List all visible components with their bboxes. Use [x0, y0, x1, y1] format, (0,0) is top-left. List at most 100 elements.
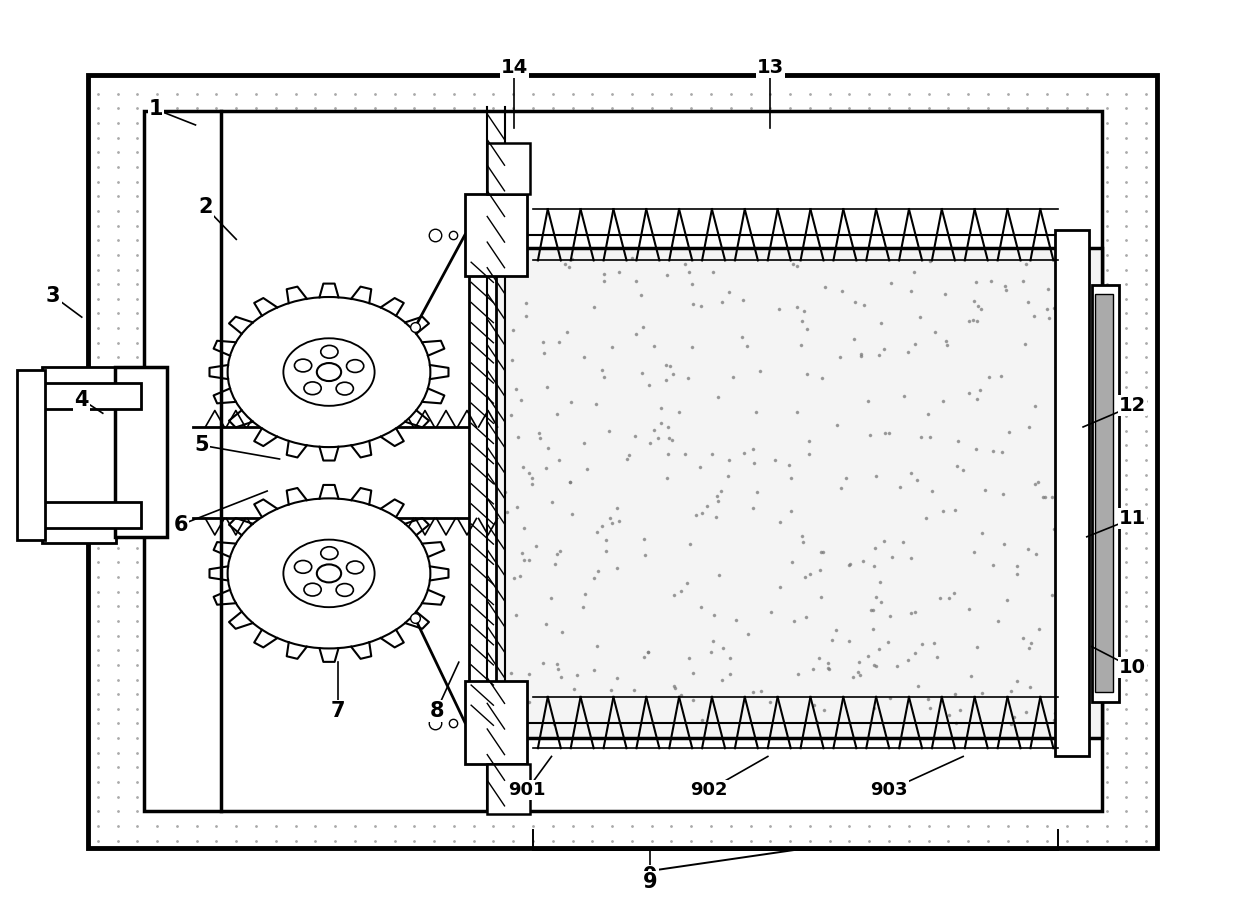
Point	[712, 295, 732, 309]
Point	[530, 431, 550, 445]
Point	[881, 275, 901, 290]
Point	[809, 651, 829, 666]
Point	[1053, 451, 1073, 465]
Point	[1030, 622, 1049, 637]
Point	[1001, 717, 1021, 732]
Point	[577, 462, 597, 476]
Point	[701, 447, 721, 462]
Point	[733, 292, 753, 307]
Point	[652, 416, 672, 431]
Point	[510, 393, 530, 408]
Point	[584, 299, 603, 314]
Point	[686, 508, 706, 522]
Point	[973, 526, 992, 541]
Point	[1043, 521, 1063, 536]
Point	[711, 483, 731, 498]
Text: 7: 7	[331, 700, 344, 721]
Point	[844, 332, 864, 347]
Point	[1062, 355, 1082, 370]
Point	[664, 588, 684, 602]
Point	[598, 424, 618, 439]
Point	[983, 443, 1002, 458]
Point	[1025, 399, 1044, 414]
Point	[997, 593, 1017, 608]
Point	[681, 340, 701, 354]
Point	[679, 264, 699, 279]
Text: 903: 903	[870, 781, 908, 800]
Point	[698, 498, 717, 513]
Point	[873, 341, 893, 356]
Point	[506, 381, 525, 396]
Circle shape	[228, 297, 430, 447]
Point	[851, 347, 871, 362]
Point	[810, 545, 830, 560]
Circle shape	[336, 382, 353, 395]
Point	[813, 371, 833, 386]
Point	[930, 591, 950, 606]
Point	[880, 690, 900, 705]
Point	[871, 595, 891, 610]
Point	[709, 390, 729, 405]
Bar	[38, 502, 141, 528]
Text: 5: 5	[195, 435, 209, 455]
Point	[737, 339, 757, 353]
Point	[849, 655, 869, 669]
Point	[959, 601, 979, 616]
Point	[933, 504, 953, 519]
Point	[523, 476, 543, 491]
Point	[790, 338, 810, 353]
Point	[901, 551, 921, 565]
Point	[1037, 302, 1057, 317]
Point	[1023, 308, 1043, 323]
Point	[989, 613, 1009, 628]
Point	[1074, 649, 1094, 664]
Point	[584, 663, 603, 677]
Bar	[88, 74, 1157, 848]
Point	[548, 547, 567, 562]
Point	[712, 641, 732, 655]
Point	[719, 453, 738, 468]
Point	[839, 557, 859, 572]
Point	[902, 606, 922, 621]
Point	[502, 666, 522, 680]
Point	[517, 308, 536, 323]
Point	[1018, 420, 1038, 434]
Point	[893, 388, 913, 403]
Point	[675, 446, 695, 461]
Point	[690, 460, 710, 475]
Point	[593, 369, 613, 384]
Point	[819, 662, 839, 677]
Point	[1057, 528, 1077, 543]
Point	[566, 667, 586, 682]
Point	[999, 425, 1018, 440]
Point	[504, 571, 524, 586]
Point	[550, 334, 570, 349]
Point	[782, 471, 802, 486]
Point	[787, 299, 807, 314]
Point	[781, 504, 800, 519]
Point	[1063, 504, 1083, 519]
Point	[664, 678, 684, 693]
Point	[836, 470, 856, 485]
Point	[866, 469, 886, 484]
Point	[911, 430, 930, 444]
Point	[1044, 706, 1064, 721]
Point	[948, 458, 968, 473]
Point	[607, 560, 627, 575]
Point	[575, 436, 595, 451]
Point	[831, 480, 851, 495]
Point	[1026, 476, 1046, 491]
Point	[912, 636, 932, 651]
Point	[813, 544, 833, 559]
Bar	[1092, 285, 1119, 701]
Circle shape	[347, 360, 364, 373]
Circle shape	[295, 561, 312, 573]
Point	[966, 391, 986, 406]
Point	[601, 682, 621, 697]
Point	[593, 267, 613, 282]
Point	[660, 359, 680, 374]
Point	[1018, 641, 1038, 655]
Point	[610, 513, 629, 528]
Point	[501, 409, 520, 423]
Text: 8: 8	[429, 700, 444, 721]
